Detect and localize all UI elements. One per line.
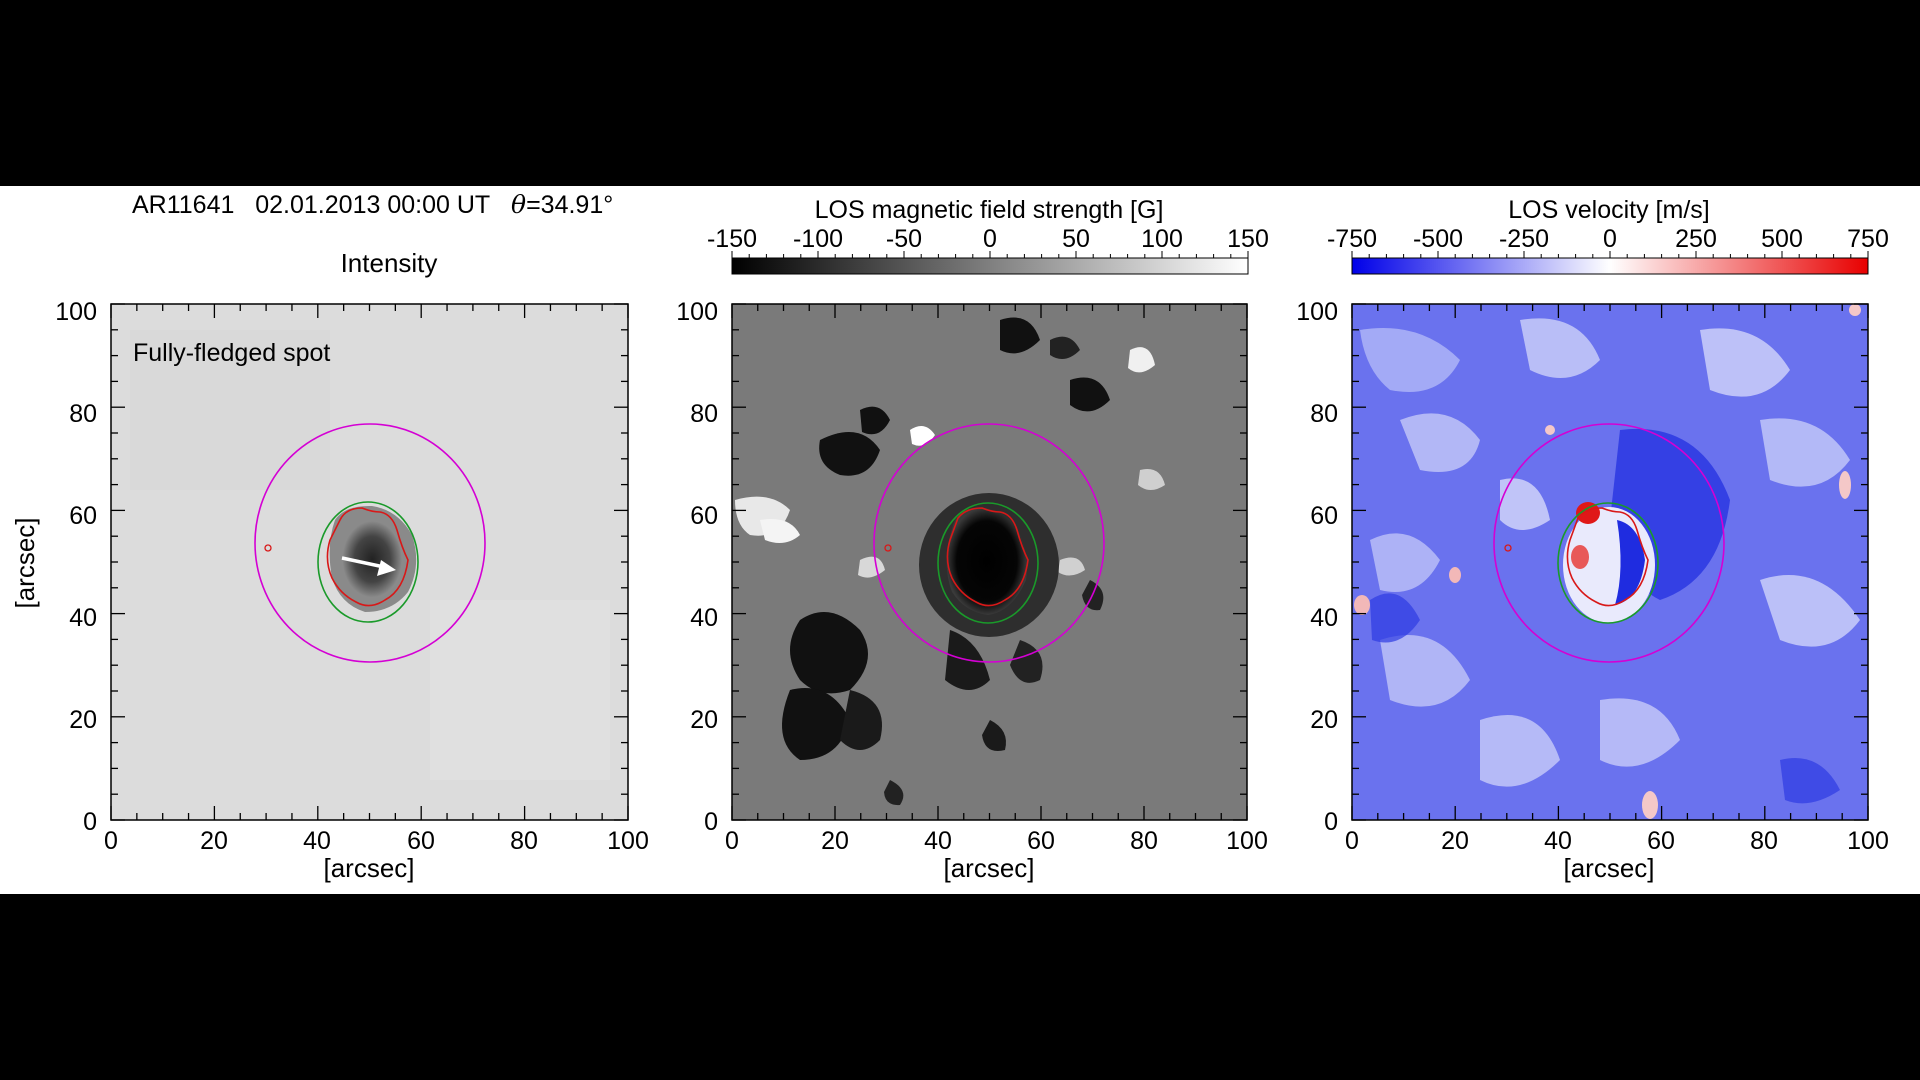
header-title: AR11641 02.01.2013 00:00 UT θ=34.91° — [132, 190, 613, 220]
velocity-colorbar-tickmarks — [1351, 251, 1869, 258]
magnetic-ticks — [731, 303, 1248, 821]
spot-annotation: Fully-fledged spot — [133, 339, 330, 367]
penumbra-contour — [317, 501, 419, 623]
x-tick-labels: 0 20 40 60 80 100 — [725, 827, 1268, 855]
intensity-image — [111, 304, 628, 820]
y-tick: 60 — [69, 502, 97, 530]
x-tick: 100 — [1847, 827, 1889, 855]
x-axis-label: [arcsec] — [943, 853, 1034, 883]
y-tick: 0 — [1324, 808, 1338, 836]
x-tick: 60 — [407, 827, 435, 855]
velocity-ticks — [1351, 303, 1869, 821]
colorbar-tick: 50 — [1062, 225, 1090, 253]
colorbar-tick: -100 — [793, 225, 843, 253]
colorbar-tick: -250 — [1499, 225, 1549, 253]
umbra-contour — [946, 507, 1029, 607]
magnetic-panel: LOS magnetic field strength [G] -150 -10… — [676, 196, 1269, 883]
x-tick: 60 — [1027, 827, 1055, 855]
y-tick-labels: 0 20 40 60 80 100 — [55, 298, 97, 836]
x-tick: 40 — [1544, 827, 1572, 855]
colorbar-tick: -500 — [1413, 225, 1463, 253]
motion-arrow — [341, 556, 385, 569]
x-tick: 0 — [1345, 827, 1359, 855]
x-tick: 0 — [725, 827, 739, 855]
magnetic-image — [732, 304, 1247, 820]
colorbar-tick: -150 — [707, 225, 757, 253]
y-tick: 20 — [1310, 706, 1338, 734]
colorbar-tick: 750 — [1847, 225, 1889, 253]
magnetic-title: LOS magnetic field strength [G] — [815, 196, 1164, 224]
magnetic-colorbar-tickmarks — [731, 251, 1249, 258]
colorbar-tick: 250 — [1675, 225, 1717, 253]
x-tick: 100 — [1226, 827, 1268, 855]
x-tick: 40 — [303, 827, 331, 855]
y-tick: 60 — [1310, 502, 1338, 530]
x-tick: 80 — [510, 827, 538, 855]
y-tick: 100 — [55, 298, 97, 326]
velocity-panel: LOS velocity [m/s] -750 -500 -250 0 250 … — [1296, 196, 1889, 883]
outer-contour — [873, 423, 1105, 663]
y-tick: 100 — [1296, 298, 1338, 326]
x-axis-label: [arcsec] — [323, 853, 414, 883]
outer-contour — [254, 423, 486, 663]
x-tick: 20 — [821, 827, 849, 855]
x-tick-labels: 0 20 40 60 80 100 — [1345, 827, 1889, 855]
y-tick: 60 — [690, 502, 718, 530]
y-tick: 0 — [704, 808, 718, 836]
y-tick: 20 — [69, 706, 97, 734]
velocity-colorbar-ticks: -750 -500 -250 0 250 500 750 — [1327, 225, 1889, 253]
datetime-label: 02.01.2013 00:00 UT — [255, 191, 491, 219]
velocity-image — [1352, 304, 1868, 820]
theta-symbol: θ — [511, 190, 527, 219]
y-tick-labels: 0 20 40 60 80 100 — [676, 298, 718, 836]
x-tick-labels: 0 20 40 60 80 100 — [104, 827, 649, 855]
outer-contour — [1493, 423, 1725, 663]
small-pore-contour — [264, 544, 272, 552]
umbra-contour — [326, 507, 409, 607]
region-label: AR11641 — [132, 191, 235, 219]
x-axis-label: [arcsec] — [1563, 853, 1654, 883]
colorbar-tick: -750 — [1327, 225, 1377, 253]
theta-value: =34.91° — [526, 191, 614, 219]
x-tick: 20 — [200, 827, 228, 855]
umbra-contour — [1566, 507, 1649, 607]
small-pore-contour — [1504, 544, 1512, 552]
penumbra-contour — [1557, 502, 1659, 624]
velocity-colorbar — [1351, 257, 1869, 275]
y-tick-labels: 0 20 40 60 80 100 — [1296, 298, 1338, 836]
colorbar-tick: 0 — [983, 225, 997, 253]
y-tick: 20 — [690, 706, 718, 734]
y-tick: 40 — [690, 604, 718, 632]
intensity-panel: Intensity Fully-fledged spot [arcsec] [a… — [10, 248, 649, 883]
y-tick: 100 — [676, 298, 718, 326]
arrow-head-icon — [377, 560, 396, 576]
y-tick: 80 — [690, 400, 718, 428]
magnetic-colorbar — [731, 257, 1249, 275]
colorbar-tick: 0 — [1603, 225, 1617, 253]
intensity-title: Intensity — [341, 248, 438, 278]
y-tick: 40 — [1310, 604, 1338, 632]
y-tick: 80 — [1310, 400, 1338, 428]
x-tick: 0 — [104, 827, 118, 855]
colorbar-tick: -50 — [886, 225, 922, 253]
colorbar-tick: 100 — [1141, 225, 1183, 253]
intensity-ticks — [110, 303, 629, 821]
x-tick: 20 — [1441, 827, 1469, 855]
small-pore-contour — [884, 544, 892, 552]
y-tick: 80 — [69, 400, 97, 428]
magnetic-colorbar-ticks: -150 -100 -50 0 50 100 150 — [707, 225, 1269, 253]
y-tick: 40 — [69, 604, 97, 632]
x-tick: 60 — [1647, 827, 1675, 855]
x-tick: 80 — [1130, 827, 1158, 855]
x-tick: 100 — [607, 827, 649, 855]
y-axis-label: [arcsec] — [10, 517, 40, 608]
x-tick: 40 — [924, 827, 952, 855]
velocity-title: LOS velocity [m/s] — [1508, 196, 1709, 224]
colorbar-tick: 150 — [1227, 225, 1269, 253]
colorbar-tick: 500 — [1761, 225, 1803, 253]
penumbra-contour — [937, 502, 1039, 624]
y-tick: 0 — [83, 808, 97, 836]
x-tick: 80 — [1750, 827, 1778, 855]
